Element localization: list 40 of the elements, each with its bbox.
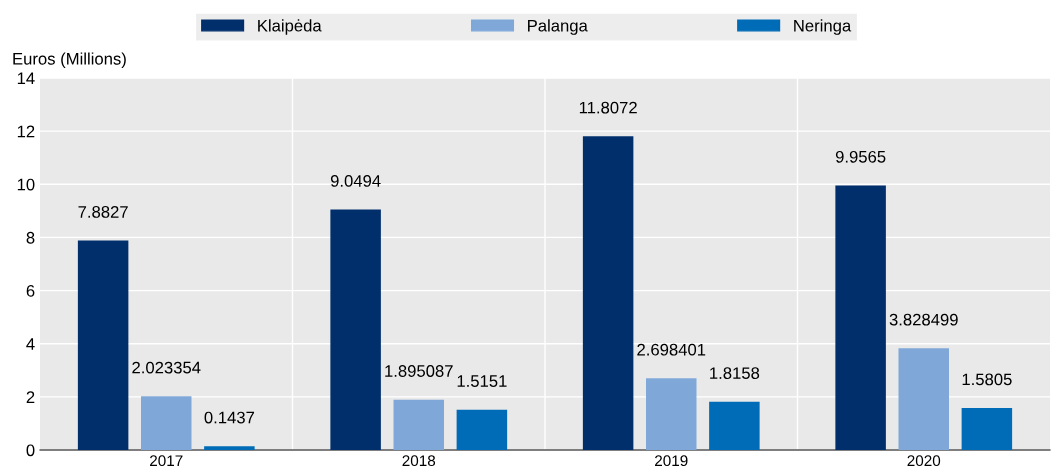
data-label: 2.698401	[637, 343, 706, 356]
legend-label: Neringa	[794, 19, 852, 35]
y-tick-label: 12	[17, 125, 35, 138]
data-label: 9.9565	[835, 150, 886, 163]
y-axis-title: Euros (Millions)	[13, 52, 126, 68]
y-tick-label: 8	[26, 231, 35, 244]
bar	[77, 240, 129, 450]
data-label: 9.0494	[330, 175, 381, 187]
y-tick-label: 2	[26, 391, 35, 403]
x-tick-label: 2020	[907, 455, 941, 467]
data-label: 7.8827	[78, 206, 128, 218]
bar	[141, 396, 192, 450]
data-label: 2.023354	[132, 361, 201, 374]
data-label: 3.828499	[889, 313, 958, 326]
x-tick-label: 2019	[655, 455, 688, 467]
data-label: 1.8158	[710, 367, 760, 380]
bar	[456, 409, 508, 450]
data-label: 0.1437	[204, 411, 255, 424]
legend-label: Palanga	[528, 19, 588, 35]
bar	[835, 185, 886, 450]
data-label: 11.8072	[579, 101, 637, 114]
bar	[961, 408, 1013, 450]
bar	[330, 209, 381, 450]
legend-label: Klaipėda	[258, 19, 322, 35]
data-label: 1.895087	[385, 365, 453, 377]
bar	[898, 348, 949, 450]
y-tick-label: 4	[26, 338, 35, 350]
bar	[709, 401, 760, 450]
x-tick-label: 2017	[150, 455, 183, 467]
y-tick-label: 14	[17, 72, 35, 85]
data-label: 1.5805	[962, 373, 1012, 386]
bar	[646, 378, 697, 450]
data-label: 1.5151	[457, 375, 507, 387]
x-tick-label: 2018	[402, 455, 436, 467]
bar	[204, 446, 255, 450]
y-tick-label: 0	[26, 444, 35, 457]
bar	[582, 136, 634, 450]
y-tick-label: 6	[26, 284, 35, 297]
bar	[393, 399, 444, 450]
y-tick-label: 10	[17, 178, 35, 191]
